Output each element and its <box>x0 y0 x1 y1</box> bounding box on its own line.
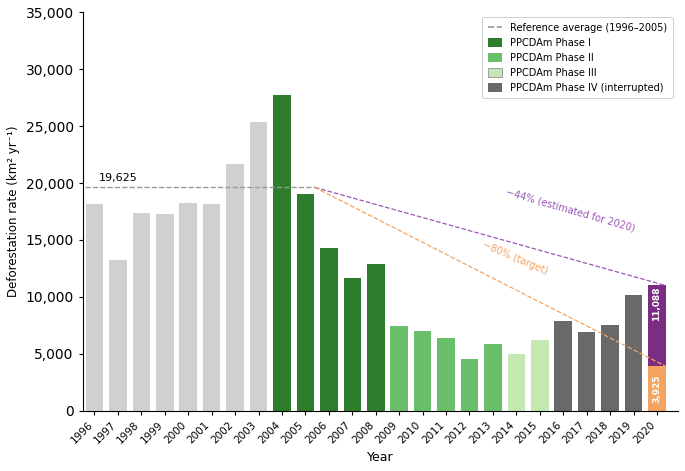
Bar <box>367 264 384 411</box>
Bar <box>461 358 478 411</box>
Bar <box>156 214 173 411</box>
Bar <box>297 195 314 411</box>
Bar <box>390 326 408 411</box>
Bar <box>179 203 197 411</box>
Bar <box>601 325 619 411</box>
Y-axis label: Deforestation rate (km² yr⁻¹): Deforestation rate (km² yr⁻¹) <box>7 126 20 297</box>
Bar <box>531 340 549 411</box>
Bar <box>226 164 244 411</box>
Bar <box>554 321 572 411</box>
Bar <box>343 278 361 411</box>
Bar <box>625 295 643 411</box>
Text: −80% (target): −80% (target) <box>481 240 549 276</box>
X-axis label: Year: Year <box>367 451 394 464</box>
Bar <box>133 213 150 411</box>
Text: 3,925: 3,925 <box>653 374 662 403</box>
Bar <box>437 338 455 411</box>
Text: 19,625: 19,625 <box>99 173 138 183</box>
Bar <box>86 204 103 411</box>
Bar <box>484 344 501 411</box>
Bar <box>648 284 666 366</box>
Bar <box>273 95 290 411</box>
Bar <box>203 204 221 411</box>
Bar <box>648 366 666 411</box>
Legend: Reference average (1996–2005), PPCDAm Phase I, PPCDAm Phase II, PPCDAm Phase III: Reference average (1996–2005), PPCDAm Ph… <box>482 17 673 98</box>
Text: 11,088: 11,088 <box>653 287 662 321</box>
Bar <box>414 331 432 411</box>
Text: −44% (estimated for 2020): −44% (estimated for 2020) <box>505 187 636 233</box>
Bar <box>320 248 338 411</box>
Bar <box>250 122 267 411</box>
Bar <box>508 354 525 411</box>
Bar <box>578 332 595 411</box>
Bar <box>109 260 127 411</box>
